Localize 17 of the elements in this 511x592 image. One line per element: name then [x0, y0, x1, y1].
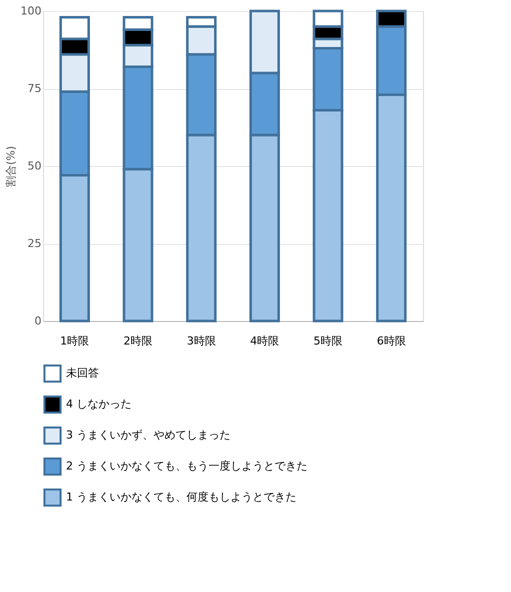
- x-tick-label: 6時限: [376, 334, 406, 348]
- x-tick-label: 1時限: [60, 334, 90, 348]
- x-tick-label: 5時限: [314, 334, 342, 348]
- y-tick-label: 75: [28, 82, 42, 95]
- y-tick-label: 50: [28, 160, 42, 172]
- legend-label: 4 しなかった: [66, 398, 132, 410]
- x-tick-label: 2時限: [124, 334, 152, 348]
- legend-label: 未回答: [66, 366, 99, 380]
- y-tick-label: 0: [34, 314, 42, 328]
- x-tick-label: 3時限: [186, 334, 216, 348]
- y-tick-label: 25: [28, 237, 42, 250]
- y-tick-label: 100: [20, 4, 42, 18]
- x-tick-label: 4時限: [250, 334, 280, 348]
- legend-label: 3 うまくいかず、やめてしまった: [66, 428, 230, 442]
- y-axis-title: 割合(%): [4, 146, 18, 188]
- legend-label: 1 うまくいかなくても、何度もしようとできた: [66, 490, 296, 504]
- legend-label: 2 うまくいかなくても、もう一度しようとできた: [66, 460, 308, 472]
